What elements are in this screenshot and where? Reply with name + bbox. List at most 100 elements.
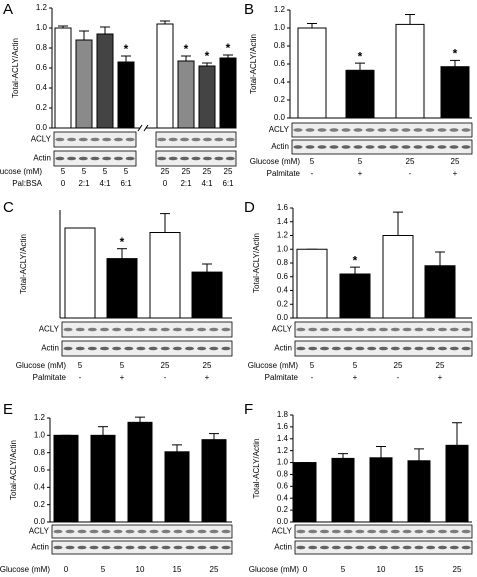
blot-band — [168, 156, 178, 161]
blot-band — [100, 346, 109, 351]
blot-band — [377, 128, 387, 132]
treatment-label: - — [311, 373, 314, 382]
category-row-label: Glucose (mM) — [0, 167, 42, 176]
y-tick-label: 0.4 — [34, 482, 46, 491]
y-tick-label: 1.2 — [274, 5, 286, 14]
blot-band — [305, 128, 315, 132]
blot-band — [102, 137, 112, 142]
treatment-label: 2:1 — [78, 179, 90, 188]
blot-label: ACLY — [269, 125, 290, 134]
blot-band — [124, 346, 134, 351]
y-tick-label: 0.2 — [274, 95, 286, 104]
bar — [369, 457, 393, 523]
blot-band — [168, 137, 178, 142]
blot-band — [125, 545, 135, 550]
blot-band — [426, 327, 436, 332]
blot-label: Actin — [274, 543, 292, 552]
blot-band — [90, 156, 100, 161]
blot-band — [461, 545, 471, 550]
y-tick-label: 0.8 — [34, 448, 46, 457]
bar — [164, 451, 190, 523]
blot-band — [293, 128, 303, 132]
x-category-label: 5 — [353, 361, 358, 370]
bar — [296, 248, 328, 319]
bar — [445, 444, 469, 523]
blot-band — [87, 346, 97, 351]
blot-band — [89, 529, 99, 534]
blot-band — [197, 545, 207, 550]
blot-band — [331, 346, 341, 351]
y-axis-label: Total-ACLY/Actin — [249, 34, 258, 94]
bar — [117, 61, 135, 129]
blot-band — [355, 529, 365, 534]
treatment-label: - — [79, 373, 82, 382]
bar — [382, 235, 414, 319]
blot-band — [173, 545, 183, 550]
blot-band — [191, 137, 201, 142]
blot-band — [308, 529, 318, 534]
significance-marker: * — [205, 49, 210, 63]
treatment-label: + — [205, 373, 210, 382]
blot-band — [449, 327, 459, 332]
blot-band — [100, 327, 109, 332]
blot-band — [124, 327, 134, 332]
bar — [127, 421, 153, 523]
bar — [198, 65, 216, 129]
x-category-label: 10 — [136, 565, 145, 574]
significance-marker: * — [120, 235, 125, 249]
blot-band — [305, 145, 315, 149]
blot-band — [89, 545, 99, 550]
x-category-label: 25 — [182, 167, 191, 176]
x-category-label: 25 — [224, 167, 233, 176]
blot-band — [214, 137, 224, 142]
blot-band — [355, 346, 365, 351]
blot-band — [136, 327, 146, 332]
blot-label: ACLY — [29, 527, 50, 536]
treatment-label: + — [120, 373, 125, 382]
x-category-label: 10 — [377, 565, 386, 574]
blot-band — [160, 346, 170, 351]
y-tick-label: 1.6 — [277, 422, 289, 431]
blot-band — [202, 137, 212, 142]
y-tick-label: 0.0 — [34, 517, 46, 526]
blot-label: ACLY — [39, 325, 60, 334]
significance-marker: * — [226, 41, 231, 55]
blot-band — [53, 545, 63, 550]
blot-band — [209, 346, 219, 351]
blot-band — [65, 529, 75, 534]
blot-band — [377, 145, 387, 149]
blot-band — [449, 128, 459, 132]
blot-band — [449, 529, 459, 534]
blot-band — [308, 545, 318, 550]
blot-band — [414, 346, 424, 351]
x-category-label: 5 — [101, 565, 106, 574]
blot-label: ACLY — [272, 325, 293, 334]
treatment-label: 0 — [163, 179, 168, 188]
blot-band — [308, 327, 318, 332]
x-category-label: 5 — [78, 361, 83, 370]
significance-marker: * — [453, 47, 458, 61]
bar — [64, 227, 96, 319]
blot-label: ACLY — [272, 527, 293, 536]
blot-band — [197, 529, 207, 534]
treatment-row-label: Pal:BSA — [12, 179, 42, 188]
y-tick-label: 0.8 — [36, 43, 48, 52]
blot-band — [75, 327, 85, 332]
y-tick-label: 0.2 — [36, 103, 48, 112]
blot-label: Actin — [33, 154, 51, 163]
panel-letter: C — [3, 199, 14, 216]
y-tick-label: 0.2 — [277, 505, 289, 514]
blot-band — [414, 327, 424, 332]
treatment-label: 4:1 — [99, 179, 111, 188]
blot-band — [75, 346, 85, 351]
blot-band — [390, 327, 400, 332]
blot-band — [449, 145, 459, 149]
blot-band — [157, 137, 167, 142]
panel-letter: B — [244, 1, 254, 18]
bar — [297, 27, 327, 119]
bar — [96, 33, 114, 129]
blot-band — [461, 327, 471, 332]
x-category-label: 0 — [303, 565, 308, 574]
blot-band — [67, 137, 77, 142]
